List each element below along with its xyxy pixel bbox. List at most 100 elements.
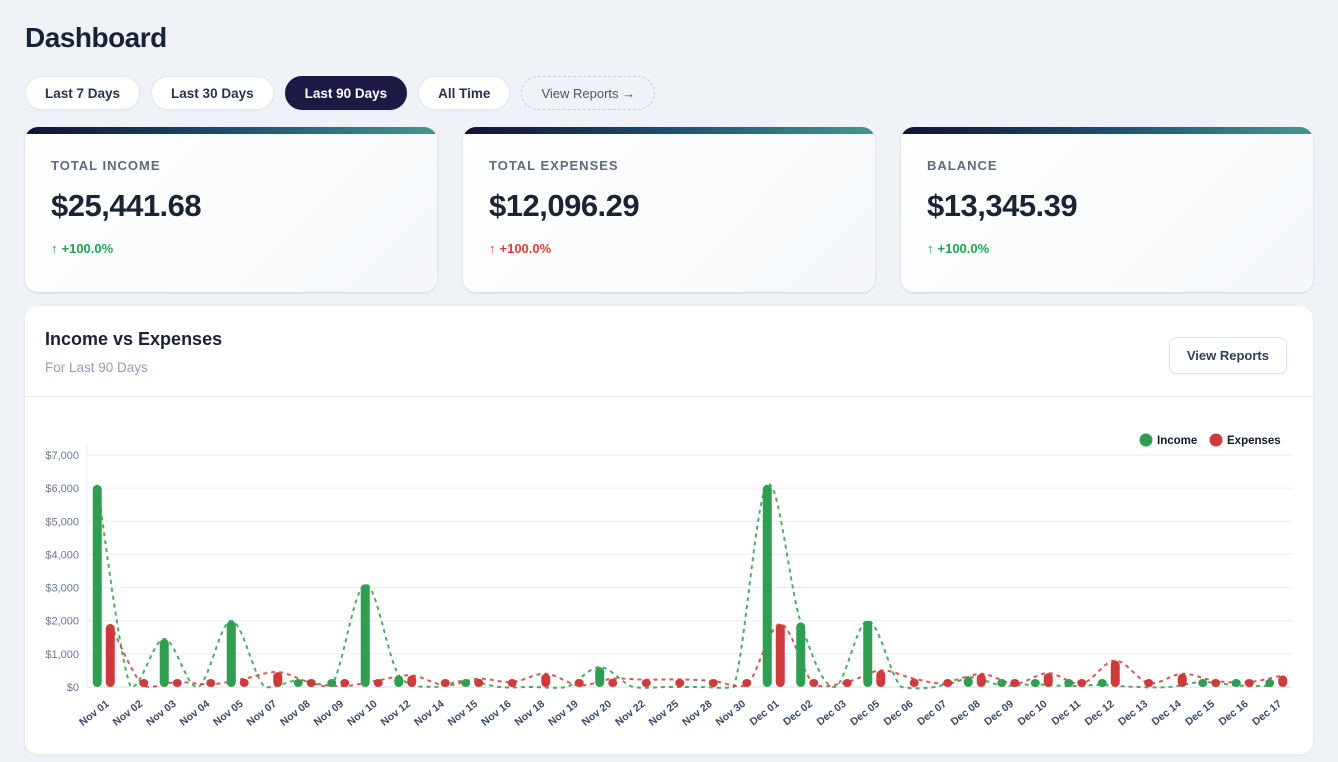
income-bar[interactable] xyxy=(997,679,1006,687)
expense-bar[interactable] xyxy=(374,679,383,687)
stat-label-balance: BALANCE xyxy=(927,158,1287,173)
x-tick-label: Dec 17 xyxy=(1250,698,1284,728)
expense-bar[interactable] xyxy=(1144,679,1153,687)
income-bar[interactable] xyxy=(1098,679,1107,687)
income-bar[interactable] xyxy=(160,639,169,687)
chart-area: $0$1,000$2,000$3,000$4,000$5,000$6,000$7… xyxy=(25,397,1313,754)
x-tick-label: Nov 12 xyxy=(379,698,414,729)
x-tick-label: Nov 14 xyxy=(412,698,447,729)
x-tick-label: Nov 15 xyxy=(446,698,481,729)
x-tick-label: Nov 18 xyxy=(513,698,548,729)
expense-bar[interactable] xyxy=(876,670,885,687)
income-line xyxy=(97,484,1270,688)
income-bar[interactable] xyxy=(327,679,336,687)
filter-last-90-days[interactable]: Last 90 Days xyxy=(285,76,408,110)
expense-bar[interactable] xyxy=(407,675,416,687)
income-bar[interactable] xyxy=(796,622,805,687)
stat-card-total-expenses: TOTAL EXPENSES $12,096.29 ↑ +100.0% xyxy=(463,127,875,292)
expense-bar[interactable] xyxy=(977,674,986,687)
x-tick-label: Nov 19 xyxy=(546,698,581,729)
expense-bar[interactable] xyxy=(307,679,316,687)
x-tick-label: Nov 08 xyxy=(278,698,313,729)
x-tick-label: Nov 01 xyxy=(77,698,112,729)
trend-value: +100.0% xyxy=(500,241,552,256)
expense-bar[interactable] xyxy=(910,679,919,687)
income-bar[interactable] xyxy=(361,584,370,687)
view-reports-link[interactable]: View Reports → xyxy=(521,76,655,110)
filter-last-7-days[interactable]: Last 7 Days xyxy=(25,76,140,110)
y-tick-label: $4,000 xyxy=(45,549,79,561)
expense-bar[interactable] xyxy=(642,679,651,687)
income-bar[interactable] xyxy=(1031,679,1040,687)
expense-bar[interactable] xyxy=(709,679,718,687)
x-tick-label: Dec 10 xyxy=(1016,698,1050,728)
expense-bar[interactable] xyxy=(1245,679,1254,687)
expense-bar[interactable] xyxy=(541,674,550,687)
dashboard-page: { "page": { "title": "Dashboard" }, "fil… xyxy=(0,0,1338,762)
expense-bar[interactable] xyxy=(173,679,182,687)
expense-bar[interactable] xyxy=(675,679,684,687)
x-tick-label: Dec 12 xyxy=(1083,698,1117,728)
expense-bar[interactable] xyxy=(1044,673,1053,687)
x-tick-label: Dec 02 xyxy=(781,698,815,728)
expenses-line xyxy=(110,624,1283,687)
expense-bar[interactable] xyxy=(508,679,517,687)
page-title: Dashboard xyxy=(25,22,1313,54)
stat-trend-total-income: ↑ +100.0% xyxy=(51,241,411,256)
income-bar[interactable] xyxy=(1198,679,1207,687)
expense-bar[interactable] xyxy=(139,679,148,687)
x-tick-label: Nov 09 xyxy=(312,698,347,729)
income-bar[interactable] xyxy=(461,679,470,687)
y-tick-label: $2,000 xyxy=(45,616,79,628)
expense-bar[interactable] xyxy=(943,679,952,687)
expense-bar[interactable] xyxy=(1010,679,1019,687)
x-tick-label: Dec 03 xyxy=(815,698,849,728)
x-tick-label: Dec 09 xyxy=(982,698,1016,728)
expense-bar[interactable] xyxy=(1178,674,1187,687)
expense-bar[interactable] xyxy=(809,679,818,687)
expense-bar[interactable] xyxy=(575,679,584,687)
income-bar[interactable] xyxy=(863,621,872,687)
expense-bar[interactable] xyxy=(742,679,751,687)
expense-bar[interactable] xyxy=(608,679,617,687)
income-bar[interactable] xyxy=(763,485,772,687)
income-bar[interactable] xyxy=(1232,679,1241,687)
expense-bar[interactable] xyxy=(843,679,852,687)
y-tick-label: $3,000 xyxy=(45,583,79,595)
expense-bar[interactable] xyxy=(441,679,450,687)
income-bar[interactable] xyxy=(1064,679,1073,687)
income-bar[interactable] xyxy=(394,675,403,687)
x-tick-label: Dec 07 xyxy=(915,698,949,728)
legend-income-dot xyxy=(1140,434,1153,447)
expense-bar[interactable] xyxy=(273,672,282,687)
expense-bar[interactable] xyxy=(1278,675,1287,687)
x-tick-label: Dec 16 xyxy=(1217,698,1251,728)
expense-bar[interactable] xyxy=(1077,679,1086,687)
filter-last-30-days[interactable]: Last 30 Days xyxy=(151,76,274,110)
chart-card: Income vs Expenses For Last 90 Days View… xyxy=(25,306,1313,754)
stat-label-total-expenses: TOTAL EXPENSES xyxy=(489,158,849,173)
card-accent-gradient xyxy=(463,127,875,134)
x-tick-label: Nov 10 xyxy=(345,698,380,729)
expense-bar[interactable] xyxy=(340,679,349,687)
expense-bar[interactable] xyxy=(776,624,785,687)
card-accent-gradient xyxy=(25,127,437,134)
expense-bar[interactable] xyxy=(206,679,215,687)
expense-bar[interactable] xyxy=(240,679,249,687)
chart-subtitle: For Last 90 Days xyxy=(45,360,222,375)
expense-bar[interactable] xyxy=(1211,679,1220,687)
x-tick-label: Dec 14 xyxy=(1150,698,1184,728)
expense-bar[interactable] xyxy=(1111,660,1120,687)
income-expenses-chart: $0$1,000$2,000$3,000$4,000$5,000$6,000$7… xyxy=(25,397,1313,754)
expense-bar[interactable] xyxy=(106,624,115,687)
income-bar[interactable] xyxy=(964,677,973,687)
filter-all-time[interactable]: All Time xyxy=(418,76,510,110)
income-bar[interactable] xyxy=(227,621,236,687)
income-bar[interactable] xyxy=(93,485,102,687)
expense-bar[interactable] xyxy=(474,679,483,687)
income-bar[interactable] xyxy=(294,679,303,687)
income-bar[interactable] xyxy=(595,667,604,687)
income-bar[interactable] xyxy=(1265,679,1274,687)
view-reports-button[interactable]: View Reports xyxy=(1169,337,1287,374)
stat-card-total-income: TOTAL INCOME $25,441.68 ↑ +100.0% xyxy=(25,127,437,292)
